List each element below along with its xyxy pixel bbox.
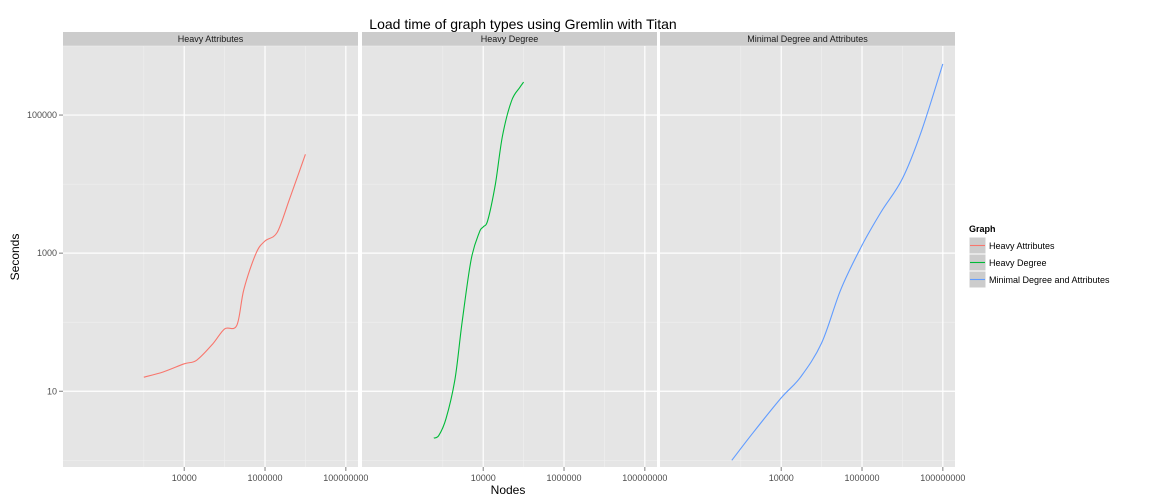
x-tick-label: 1000000 <box>547 473 582 483</box>
panel-background <box>63 46 358 467</box>
x-tick-label: 100000000 <box>323 473 368 483</box>
panel-background <box>660 46 955 467</box>
legend-item: Heavy Degree <box>968 253 1047 272</box>
x-tick-label: 10000 <box>769 473 794 483</box>
panel-strip <box>362 32 657 46</box>
legend-item: Minimal Degree and Attributes <box>968 270 1110 289</box>
y-axis-ticks: 10 1000 100000 <box>27 110 63 396</box>
x-tick-label: 100000000 <box>622 473 667 483</box>
x-tick-label: 10000 <box>172 473 197 483</box>
y-tick-label: 100000 <box>27 110 57 120</box>
x-tick-label: 1000000 <box>845 473 880 483</box>
panel-strip-label: Heavy Attributes <box>178 34 244 44</box>
legend: Graph Heavy Attributes Heavy Degree Minima… <box>968 224 1110 289</box>
panel-strip <box>63 32 358 46</box>
series-line-1 <box>143 154 306 378</box>
y-tick-label: 10 <box>47 386 57 396</box>
legend-label: Heavy Degree <box>989 258 1047 268</box>
series-line-2 <box>433 81 525 439</box>
panel-strip-label: Minimal Degree and Attributes <box>747 34 868 44</box>
series-line-3 <box>731 63 944 461</box>
x-tick-label: 1000000 <box>248 473 283 483</box>
x-tick-label: 10000 <box>471 473 496 483</box>
legend-item: Heavy Attributes <box>968 236 1055 255</box>
y-tick-label: 1000 <box>37 248 57 258</box>
chart-title: Load time of graph types using Gremlin w… <box>369 16 676 32</box>
panel-background <box>362 46 657 467</box>
y-axis-title: Seconds <box>8 234 22 281</box>
panel-2: Heavy Degree 10000 1000000 100000000 <box>362 32 667 483</box>
legend-title: Graph <box>969 224 996 234</box>
x-axis-title: Nodes <box>491 483 526 497</box>
legend-label: Minimal Degree and Attributes <box>989 275 1110 285</box>
panel-strip-label: Heavy Degree <box>481 34 539 44</box>
panel-3: Minimal Degree and Attributes 10000 100000… <box>660 32 965 483</box>
panel-strip <box>660 32 955 46</box>
panel-1: Heavy Attributes 10000 1000000 100000000 <box>63 32 368 483</box>
x-tick-label: 100000000 <box>920 473 965 483</box>
legend-label: Heavy Attributes <box>989 241 1055 251</box>
